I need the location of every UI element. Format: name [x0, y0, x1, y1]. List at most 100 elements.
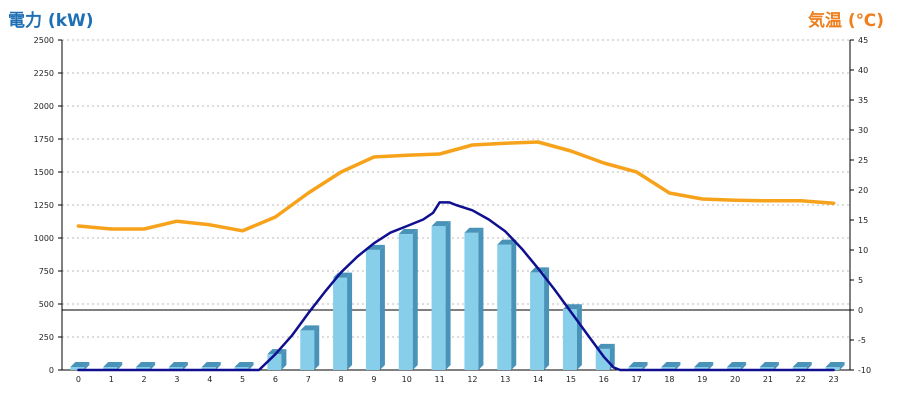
- bar-front: [497, 244, 512, 370]
- bar-side: [215, 362, 221, 370]
- bar-front: [727, 367, 742, 370]
- bar: [497, 239, 517, 370]
- bar-top: [300, 325, 320, 331]
- bar-side: [478, 227, 484, 370]
- right-tick-label: 25: [858, 156, 868, 165]
- bar-front: [595, 348, 610, 370]
- bar: [431, 221, 451, 370]
- right-axis-title: 気温 (℃): [807, 11, 884, 31]
- right-tick-label: 45: [858, 36, 868, 45]
- bar-top: [136, 362, 156, 367]
- left-tick-label: 1250: [34, 201, 54, 210]
- right-tick-label: 0: [858, 306, 863, 315]
- right-tick-label: -5: [858, 336, 866, 345]
- left-tick-label: 2000: [34, 102, 54, 111]
- left-tick-label: 1750: [34, 135, 54, 144]
- bar-top: [464, 227, 484, 233]
- bar: [727, 362, 747, 370]
- bar-side: [511, 239, 517, 370]
- x-tick-label: 4: [207, 375, 212, 384]
- bar-side: [379, 244, 385, 370]
- x-tick-label: 17: [631, 375, 641, 384]
- bar-top: [792, 362, 812, 367]
- bar-side: [84, 362, 90, 370]
- bar-side: [182, 362, 188, 370]
- x-tick-label: 2: [142, 375, 147, 384]
- bar-side: [281, 349, 287, 370]
- bar: [759, 362, 779, 370]
- bar: [628, 362, 648, 370]
- bar: [825, 362, 845, 370]
- bar-front: [431, 226, 446, 370]
- bar-side: [642, 362, 648, 370]
- bar: [365, 244, 385, 370]
- bar: [464, 227, 484, 370]
- bar-front: [365, 249, 380, 370]
- left-tick-label: 250: [39, 333, 54, 342]
- bar: [333, 272, 353, 370]
- bar-side: [248, 362, 254, 370]
- bar-front: [234, 367, 249, 370]
- bar-side: [675, 362, 681, 370]
- bar-top: [168, 362, 188, 367]
- bar-front: [201, 367, 216, 370]
- x-tick-label: 12: [467, 375, 477, 384]
- x-tick-label: 19: [697, 375, 707, 384]
- bar-top: [694, 362, 714, 367]
- x-tick-label: 10: [402, 375, 412, 384]
- bar-front: [792, 367, 807, 370]
- bar-side: [150, 362, 156, 370]
- x-tick-label: 8: [339, 375, 344, 384]
- bar: [792, 362, 812, 370]
- bar-side: [347, 272, 353, 370]
- bar-side: [412, 229, 418, 370]
- bar-front: [530, 272, 545, 370]
- bar-front: [136, 367, 151, 370]
- x-tick-label: 0: [76, 375, 81, 384]
- bar: [70, 362, 90, 370]
- bar-side: [576, 304, 582, 370]
- bar: [168, 362, 188, 370]
- bar: [103, 362, 123, 370]
- x-tick-label: 9: [371, 375, 376, 384]
- left-tick-label: 1500: [34, 168, 54, 177]
- bar-side: [773, 362, 779, 370]
- x-tick-label: 6: [273, 375, 278, 384]
- x-tick-label: 5: [240, 375, 245, 384]
- bar-front: [300, 330, 315, 370]
- bar: [201, 362, 221, 370]
- right-tick-label: 20: [858, 186, 868, 195]
- left-tick-label: 0: [49, 366, 54, 375]
- right-tick-label: 15: [858, 216, 868, 225]
- right-tick-label: 10: [858, 246, 868, 255]
- bar-side: [708, 362, 714, 370]
- bar-top: [727, 362, 747, 367]
- bar-front: [562, 309, 577, 370]
- bar-side: [806, 362, 812, 370]
- x-tick-label: 7: [306, 375, 311, 384]
- bar-top: [661, 362, 681, 367]
- bar-front: [464, 232, 479, 370]
- x-tick-label: 22: [796, 375, 806, 384]
- bar-side: [445, 221, 451, 370]
- bar: [694, 362, 714, 370]
- left-tick-label: 750: [39, 267, 54, 276]
- x-tick-label: 23: [828, 375, 838, 384]
- left-tick-label: 2500: [34, 36, 54, 45]
- x-tick-label: 16: [599, 375, 609, 384]
- bar: [136, 362, 156, 370]
- bar: [300, 325, 320, 370]
- power-line: [77, 201, 835, 372]
- left-tick-label: 500: [39, 300, 54, 309]
- bar: [530, 267, 550, 370]
- bar-front: [70, 367, 85, 370]
- left-tick-label: 2250: [34, 69, 54, 78]
- bar: [661, 362, 681, 370]
- x-tick-label: 11: [434, 375, 444, 384]
- bar-top: [497, 239, 517, 245]
- bar-side: [544, 267, 550, 370]
- bar-front: [168, 367, 183, 370]
- x-tick-label: 13: [500, 375, 510, 384]
- left-tick-label: 1000: [34, 234, 54, 243]
